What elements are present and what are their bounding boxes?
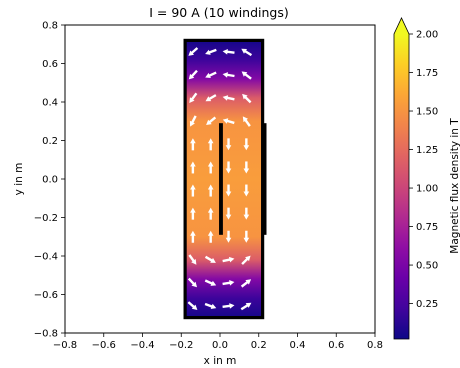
y-tick-label: 0.8 bbox=[42, 21, 58, 32]
colorbar-tick-label: 1.00 bbox=[416, 184, 438, 195]
x-tick-label: −0.2 bbox=[169, 340, 193, 351]
y-tick-label: 0.4 bbox=[42, 98, 58, 109]
field-arrow-head bbox=[190, 138, 196, 144]
field-arrow-head bbox=[242, 93, 248, 100]
y-tick-label: 0.6 bbox=[42, 59, 58, 70]
field-arrow-head bbox=[243, 191, 250, 197]
conductor-outer-coil bbox=[262, 123, 267, 235]
field-arrow-head bbox=[190, 184, 196, 190]
conductor-inner-coil bbox=[219, 123, 223, 235]
colorbar-label: Magnetic flux density in T bbox=[449, 118, 460, 254]
x-tick-label: 0.6 bbox=[328, 340, 344, 351]
colorbar-gradient bbox=[394, 34, 409, 339]
field-arrow-head bbox=[188, 73, 195, 80]
x-tick-label: 0.4 bbox=[290, 340, 306, 351]
field-arrow-head bbox=[207, 184, 214, 190]
field-arrow-head bbox=[245, 279, 252, 285]
x-tick-label: −0.6 bbox=[92, 340, 116, 351]
field-arrow-head bbox=[205, 72, 211, 78]
colorbar-ticks: 0.25 0.50 0.75 1.00 1.25 1.50 1.75 2.00 bbox=[409, 30, 438, 310]
plot-area bbox=[64, 24, 376, 334]
field-arrow-head bbox=[243, 237, 250, 243]
field-arrow-head bbox=[225, 191, 232, 197]
y-tick-label: 0.0 bbox=[42, 175, 58, 186]
colorbar-tick-label: 0.25 bbox=[416, 299, 438, 310]
field-arrow-head bbox=[210, 257, 216, 263]
field-arrow-head bbox=[243, 168, 250, 174]
field-arrow-head bbox=[191, 304, 198, 310]
field-arrow-head bbox=[243, 145, 250, 151]
y-axis-label: y in m bbox=[13, 163, 25, 196]
colorbar-tick-label: 0.50 bbox=[416, 261, 438, 272]
field-arrow-head bbox=[245, 302, 252, 308]
field-arrow-head bbox=[205, 49, 211, 55]
field-arrow-head bbox=[191, 259, 197, 265]
field-arrow-head bbox=[190, 207, 196, 213]
x-axis: −0.8 −0.6 −0.4 −0.2 0.0 0.2 0.4 0.6 0.8 bbox=[53, 333, 383, 351]
field-arrow-head bbox=[210, 303, 217, 309]
chart-title: I = 90 A (10 windings) bbox=[149, 5, 289, 20]
field-arrow-head bbox=[210, 280, 217, 286]
field-arrow-head bbox=[206, 119, 212, 125]
field-arrow-head bbox=[243, 214, 250, 220]
x-tick-label: 0.8 bbox=[367, 340, 383, 351]
flux-density-field bbox=[185, 40, 263, 318]
field-arrow-head bbox=[222, 118, 229, 124]
field-arrow-head bbox=[205, 96, 212, 102]
field-arrow-head bbox=[190, 230, 196, 236]
x-tick-label: −0.4 bbox=[130, 340, 154, 351]
field-arrow-head bbox=[225, 145, 232, 151]
colorbar-tick-label: 1.50 bbox=[416, 107, 438, 118]
field-arrow-head bbox=[245, 255, 251, 262]
field-arrow-head bbox=[225, 214, 232, 220]
colorbar-tick-label: 2.00 bbox=[416, 30, 438, 41]
field-arrow-head bbox=[229, 303, 235, 309]
field-arrow-head bbox=[241, 48, 247, 54]
field-arrows bbox=[187, 47, 253, 311]
field-arrow-head bbox=[222, 72, 228, 78]
x-axis-label: x in m bbox=[204, 355, 237, 367]
field-arrow-head bbox=[191, 281, 197, 288]
field-arrow-head bbox=[207, 138, 214, 144]
colorbar-tick-label: 0.75 bbox=[416, 222, 438, 233]
y-tick-label: −0.6 bbox=[34, 290, 58, 301]
field-arrow-head bbox=[222, 95, 229, 101]
field-arrow-head bbox=[242, 116, 248, 123]
field-arrow-head bbox=[190, 161, 196, 167]
y-tick-label: −0.8 bbox=[34, 329, 58, 340]
colorbar: 0.25 0.50 0.75 1.00 1.25 1.50 1.75 2.00 Magneti… bbox=[393, 17, 460, 340]
colorbar-extend-arrow bbox=[394, 18, 409, 34]
field-arrow-head bbox=[207, 207, 214, 213]
y-tick-label: −0.2 bbox=[34, 213, 58, 224]
colorbar-outline bbox=[393, 17, 410, 340]
field-arrow-head bbox=[189, 120, 195, 127]
y-axis: −0.8 −0.6 −0.4 −0.2 0.0 0.2 0.4 0.6 0.8 bbox=[34, 21, 65, 340]
x-tick-label: 0.0 bbox=[212, 340, 228, 351]
x-tick-label: −0.8 bbox=[53, 340, 77, 351]
field-arrow-head bbox=[207, 230, 214, 236]
field-arrow-head bbox=[207, 161, 214, 167]
colorbar-tick-label: 1.75 bbox=[416, 68, 438, 79]
field-arrow-head bbox=[229, 280, 235, 286]
colorbar-tick-label: 1.25 bbox=[416, 145, 438, 156]
y-tick-label: −0.4 bbox=[34, 252, 58, 263]
conductors bbox=[183, 38, 267, 320]
field-arrow-head bbox=[188, 50, 194, 56]
x-tick-label: 0.2 bbox=[251, 340, 267, 351]
y-tick-label: 0.2 bbox=[42, 136, 58, 147]
field-arrow-head bbox=[225, 237, 232, 243]
field-arrow-head bbox=[228, 256, 235, 263]
field-arrow-head bbox=[222, 49, 228, 55]
field-arrow-head bbox=[225, 168, 232, 174]
field-arrow-head bbox=[189, 97, 195, 103]
field-arrow-head bbox=[241, 71, 248, 77]
